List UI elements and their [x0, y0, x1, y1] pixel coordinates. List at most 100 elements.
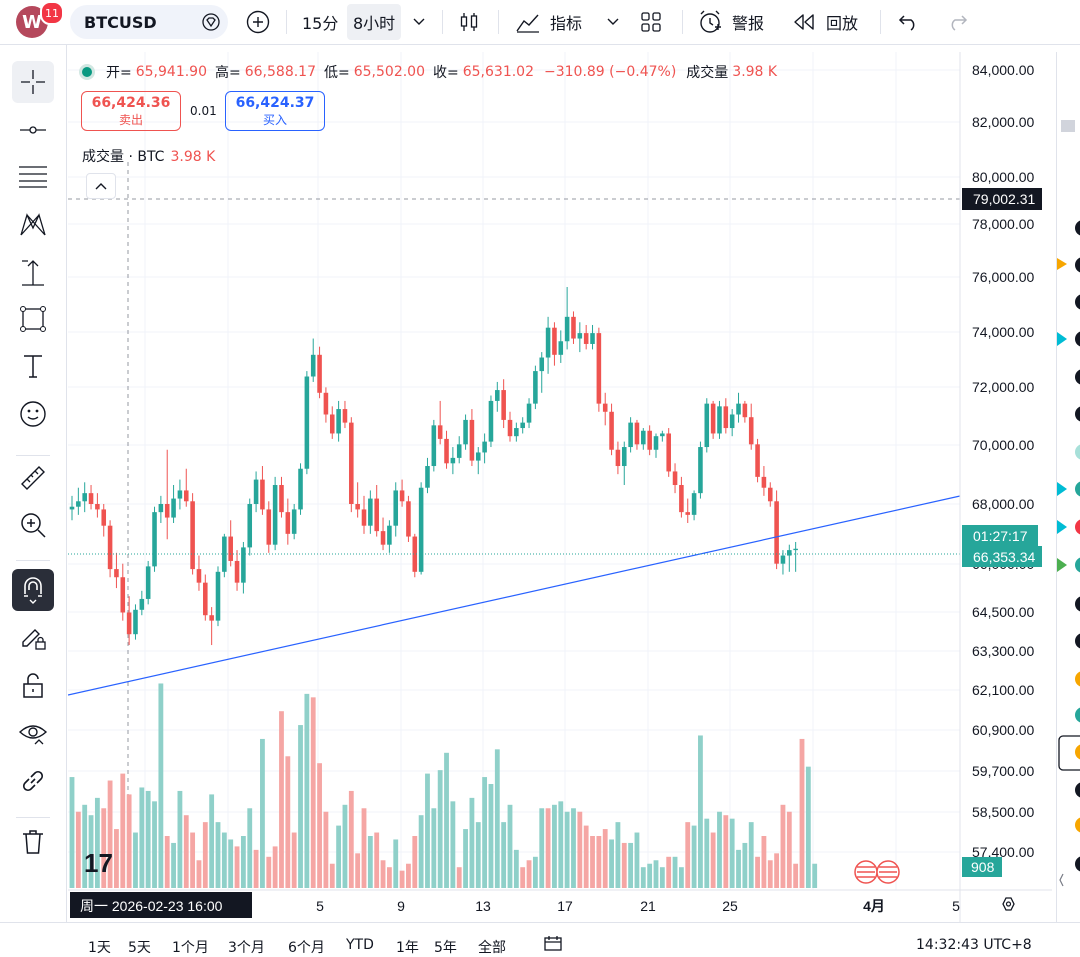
- change-value: −310.89 (−0.47%): [544, 64, 677, 80]
- add-symbol-button[interactable]: [244, 9, 272, 35]
- volume-bar: [101, 808, 107, 888]
- chevron-down-icon: [607, 18, 619, 25]
- emoji-tool[interactable]: [12, 393, 54, 435]
- trend-line-tool[interactable]: [12, 109, 54, 151]
- sell-button[interactable]: 66,424.36 卖出: [81, 91, 181, 131]
- zoom-tool[interactable]: [12, 504, 54, 546]
- shapes-tool[interactable]: [12, 298, 54, 340]
- candle-body: [317, 354, 322, 393]
- pattern-tool[interactable]: [12, 203, 54, 245]
- lock-drawings-tool[interactable]: [12, 617, 54, 659]
- candle-body: [488, 400, 494, 442]
- calendar-icon[interactable]: [544, 935, 562, 955]
- timeframe-15m[interactable]: 15分: [302, 14, 339, 33]
- time-tick-label: 5: [952, 898, 960, 914]
- alert-button[interactable]: 警报: [732, 14, 765, 33]
- volume-bar: [386, 867, 392, 888]
- candle-body: [666, 433, 671, 472]
- buy-button[interactable]: 66,424.37 买入: [225, 91, 325, 131]
- price-chart[interactable]: 84,000.00 82,000.00 80,000.00 78,000.00 76,0…: [68, 52, 1052, 922]
- alert-icon-wrap[interactable]: [696, 8, 724, 36]
- crosshair-icon: [21, 70, 45, 94]
- layout-button[interactable]: [638, 9, 664, 35]
- diamond-icon[interactable]: [202, 13, 220, 31]
- indicators-icon-wrap[interactable]: [514, 9, 542, 35]
- text-tool[interactable]: [12, 345, 54, 387]
- candle-body: [621, 447, 627, 467]
- candle-body: [755, 444, 760, 477]
- volume-bar: [260, 738, 265, 888]
- chevron-down-icon: [413, 18, 425, 25]
- candle-body: [285, 512, 291, 534]
- volume-bar: [444, 752, 449, 888]
- candle-body: [469, 419, 475, 461]
- symbol-search[interactable]: BTCUSD: [70, 5, 228, 39]
- replay-button[interactable]: 回放: [826, 14, 859, 33]
- volume-bar: [761, 836, 767, 888]
- volume-bar: [723, 815, 729, 888]
- tradingview-logo: 17: [84, 848, 113, 878]
- volume-bar: [564, 811, 570, 888]
- time-tick-label: 21: [640, 898, 656, 914]
- watchlist-strip[interactable]: [1056, 52, 1080, 922]
- candle-body: [253, 479, 259, 504]
- redo-button[interactable]: [944, 10, 970, 34]
- price-tick-label: 72,000.00: [972, 379, 1034, 395]
- chart-type-button[interactable]: [456, 9, 482, 35]
- volume-bar: [183, 815, 189, 888]
- range-6m[interactable]: 6个月: [288, 940, 325, 956]
- rewind-icon: [794, 14, 814, 30]
- price-tick-label: 76,000.00: [972, 269, 1034, 285]
- candle-body: [495, 390, 500, 401]
- candle-body: [660, 433, 665, 437]
- fib-tool[interactable]: [12, 156, 54, 198]
- candle-body: [444, 438, 449, 464]
- open-label: 开=: [106, 65, 132, 81]
- volume-bar: [640, 867, 646, 888]
- volume-bar: [507, 804, 513, 888]
- projection-tool[interactable]: [12, 251, 54, 293]
- collapse-legend-button[interactable]: [86, 173, 116, 199]
- clock-display[interactable]: 14:32:43 UTC+8: [916, 937, 1032, 953]
- range-1m[interactable]: 1个月: [172, 940, 209, 956]
- indicators-button[interactable]: 指标: [550, 14, 583, 33]
- range-1d[interactable]: 1天: [88, 940, 111, 956]
- timeframe-dropdown[interactable]: [410, 14, 428, 30]
- volume-bar: [133, 832, 138, 888]
- link-tool[interactable]: [12, 760, 54, 802]
- timeframe-8h[interactable]: 8小时: [347, 4, 402, 40]
- visibility-tool[interactable]: [12, 713, 54, 755]
- price-tick-label: 63,300.00: [972, 643, 1034, 659]
- volume-bar: [571, 808, 576, 888]
- replay-icon-wrap[interactable]: [790, 10, 818, 34]
- undo-icon: [898, 15, 915, 31]
- magnet-tool[interactable]: [12, 569, 54, 611]
- unlock-tool[interactable]: [12, 665, 54, 707]
- indicators-dropdown[interactable]: [604, 14, 622, 30]
- delete-drawings-tool[interactable]: [12, 821, 54, 863]
- range-3m[interactable]: 3个月: [228, 940, 265, 956]
- volume-bar: [659, 867, 665, 888]
- volume-bar: [196, 860, 202, 888]
- price-tick-label: 62,100.00: [972, 682, 1034, 698]
- range-5d[interactable]: 5天: [128, 940, 151, 956]
- watchlist-markers: [1057, 120, 1080, 887]
- volume-bar: [126, 794, 132, 888]
- zoom-in-icon: [21, 513, 46, 538]
- range-5y[interactable]: 5年: [434, 940, 457, 956]
- range-1y[interactable]: 1年: [396, 940, 419, 956]
- undo-button[interactable]: [896, 10, 922, 34]
- volume-bar: [729, 818, 735, 888]
- volume-bar: [202, 822, 208, 888]
- volume-bar: [647, 863, 653, 888]
- range-ytd[interactable]: YTD: [346, 937, 374, 953]
- pattern-icon: [20, 213, 46, 236]
- volume-bar: [114, 829, 119, 888]
- candle-body: [475, 452, 481, 461]
- crosshair-tool[interactable]: [12, 61, 54, 103]
- candle-body: [76, 501, 81, 507]
- ruler-tool[interactable]: [12, 457, 54, 499]
- candle-body: [602, 403, 608, 412]
- range-all[interactable]: 全部: [478, 940, 506, 956]
- volume-bar: [253, 849, 259, 888]
